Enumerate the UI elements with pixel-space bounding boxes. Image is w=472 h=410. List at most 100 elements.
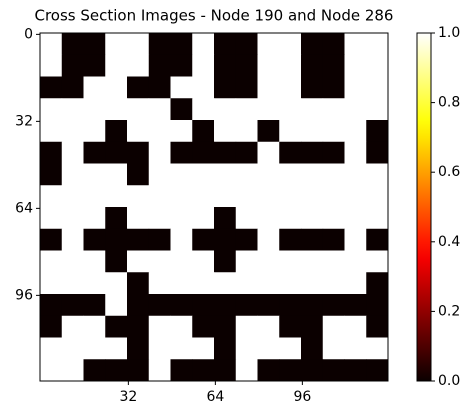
heatmap-cell	[366, 337, 389, 360]
heatmap-cell	[127, 163, 150, 186]
heatmap-cell	[83, 337, 106, 360]
heatmap-cell	[344, 141, 367, 164]
y-tick-label: 96	[15, 287, 33, 303]
heatmap-cell	[192, 315, 215, 338]
heatmap-cell	[105, 141, 128, 164]
heatmap-cell	[83, 163, 106, 186]
heatmap-cell	[344, 185, 367, 208]
heatmap-cell	[279, 185, 302, 208]
heatmap-cell	[235, 33, 258, 56]
heatmap-cell	[344, 98, 367, 121]
heatmap-cell	[192, 76, 215, 99]
heatmap-cell	[127, 120, 150, 143]
heatmap-cell	[192, 337, 215, 360]
heatmap-cell	[40, 120, 63, 143]
heatmap-cell	[40, 141, 63, 164]
heatmap-cell	[214, 207, 237, 230]
heatmap-cell	[105, 33, 128, 56]
x-tick-label: 32	[119, 389, 137, 405]
heatmap-cell	[83, 120, 106, 143]
heatmap-cell	[322, 76, 345, 99]
heatmap-cell	[40, 33, 63, 56]
heatmap-cell	[279, 250, 302, 273]
heatmap-cell	[214, 76, 237, 99]
heatmap-cell	[279, 228, 302, 251]
heatmap-cell	[322, 294, 345, 317]
heatmap-cell	[322, 163, 345, 186]
heatmap-cell	[301, 315, 324, 338]
heatmap-cell	[170, 315, 193, 338]
heatmap-cell	[235, 315, 258, 338]
heatmap-cell	[40, 359, 63, 382]
heatmap-cell	[322, 337, 345, 360]
heatmap-cell	[40, 98, 63, 121]
heatmap-cell	[148, 54, 171, 77]
heatmap-cell	[235, 98, 258, 121]
heatmap-cell	[170, 294, 193, 317]
heatmap-cell	[214, 163, 237, 186]
heatmap-cell	[170, 54, 193, 77]
heatmap-cell	[148, 163, 171, 186]
heatmap-cell	[301, 163, 324, 186]
heatmap-cell	[235, 250, 258, 273]
heatmap-cell	[148, 33, 171, 56]
heatmap-cell	[214, 141, 237, 164]
heatmap-cell	[344, 120, 367, 143]
heatmap-cell	[127, 315, 150, 338]
heatmap-cell	[344, 294, 367, 317]
heatmap-cell	[127, 141, 150, 164]
x-tick-label: 64	[206, 389, 224, 405]
heatmap-cell	[301, 337, 324, 360]
heatmap-cell	[214, 294, 237, 317]
heatmap-cell	[344, 250, 367, 273]
heatmap-cell	[127, 337, 150, 360]
heatmap-cell	[61, 315, 84, 338]
heatmap-cell	[257, 207, 280, 230]
y-tick-label: 0	[24, 26, 33, 42]
heatmap-cell	[214, 228, 237, 251]
heatmap-cell	[344, 315, 367, 338]
heatmap-cell	[257, 359, 280, 382]
heatmap-cell	[257, 294, 280, 317]
heatmap-cell	[105, 315, 128, 338]
heatmap-cell	[214, 315, 237, 338]
heatmap-cell	[257, 98, 280, 121]
colorbar-tick-label: 1.0	[438, 25, 460, 41]
heatmap-cell	[148, 359, 171, 382]
heatmap-cell	[192, 98, 215, 121]
heatmap-cell	[61, 33, 84, 56]
heatmap-cell	[61, 272, 84, 295]
heatmap-cell	[170, 272, 193, 295]
heatmap-cell	[148, 294, 171, 317]
heatmap-cell	[366, 54, 389, 77]
heatmap-cell	[322, 315, 345, 338]
heatmap-cell	[279, 33, 302, 56]
heatmap-cell	[40, 76, 63, 99]
heatmap-cell	[83, 294, 106, 317]
heatmap-cell	[366, 120, 389, 143]
heatmap-cell	[301, 228, 324, 251]
heatmap-cell	[40, 294, 63, 317]
y-tick-label: 64	[15, 200, 33, 216]
heatmap-cell	[83, 98, 106, 121]
heatmap-cell	[214, 98, 237, 121]
y-tick-label: 32	[15, 113, 33, 129]
heatmap-cell	[105, 337, 128, 360]
heatmap-cell	[214, 120, 237, 143]
heatmap-cell	[61, 359, 84, 382]
chart-title: Cross Section Images - Node 190 and Node…	[35, 7, 394, 25]
heatmap-cell	[83, 272, 106, 295]
heatmap-cell	[344, 272, 367, 295]
heatmap-cell	[366, 359, 389, 382]
heatmap-cell	[344, 163, 367, 186]
heatmap-cell	[148, 76, 171, 99]
heatmap-cell	[105, 98, 128, 121]
heatmap-cell	[105, 207, 128, 230]
heatmap-cell	[127, 228, 150, 251]
heatmap-cell	[83, 54, 106, 77]
heatmap-cell	[322, 141, 345, 164]
heatmap-cell	[257, 163, 280, 186]
heatmap-cell	[344, 33, 367, 56]
heatmap-cell	[301, 141, 324, 164]
